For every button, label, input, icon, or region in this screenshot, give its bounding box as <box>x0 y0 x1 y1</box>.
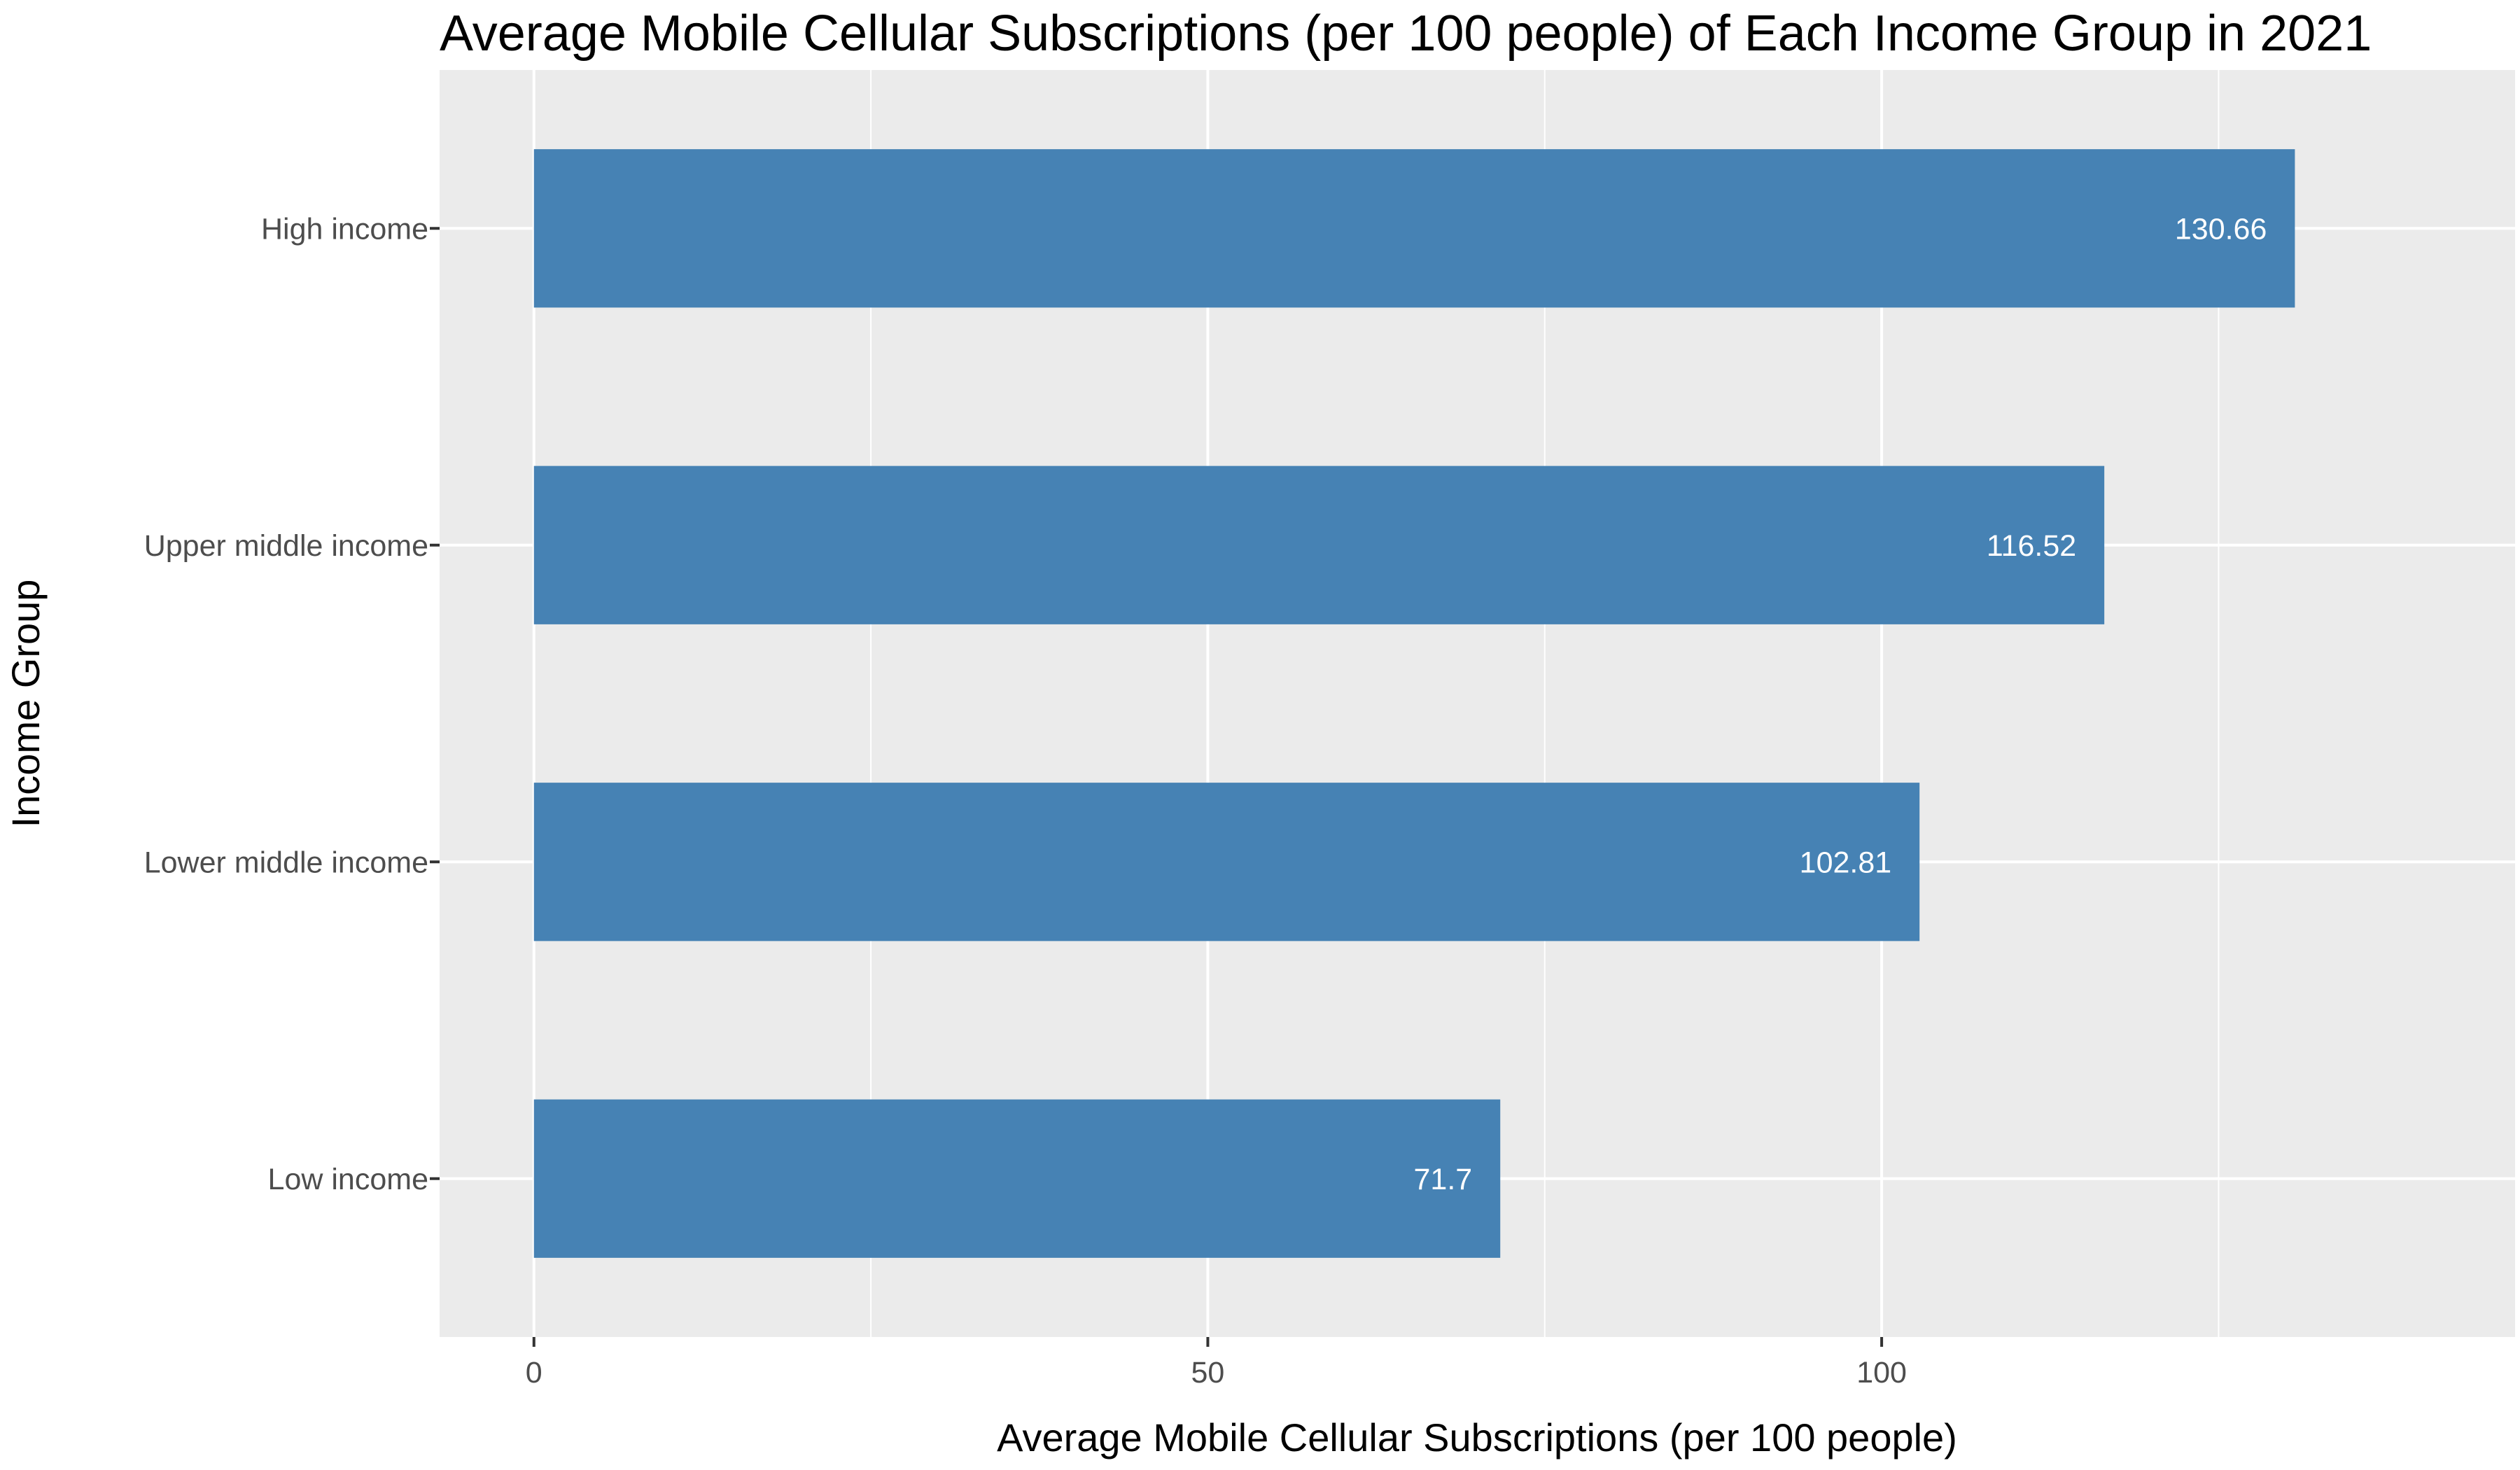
y-tick-label: High income <box>261 212 428 246</box>
bar <box>533 783 1920 941</box>
y-axis-title: Income Group <box>4 580 48 828</box>
bars: 130.66 116.52 102.81 71.7 <box>533 149 2295 1258</box>
bar <box>533 149 2295 308</box>
y-tick-label: Low income <box>268 1163 428 1196</box>
x-tick-label: 0 <box>526 1356 542 1390</box>
y-tick-label: Lower middle income <box>144 846 428 879</box>
x-axis-title: Average Mobile Cellular Subscriptions (p… <box>997 1415 1957 1460</box>
bar-value-label: 71.7 <box>1414 1163 1473 1196</box>
bar <box>533 465 2105 624</box>
bar-value-label: 102.81 <box>1800 846 1892 879</box>
axes: High income Upper middle income Lower midd… <box>144 212 1907 1390</box>
x-tick-label: 50 <box>1191 1356 1225 1390</box>
bar-value-label: 130.66 <box>2175 212 2267 246</box>
chart-title: Average Mobile Cellular Subscriptions (p… <box>440 6 2372 62</box>
x-tick-label: 100 <box>1856 1356 1907 1390</box>
y-tick-label: Upper middle income <box>144 529 428 563</box>
bar-value-label: 116.52 <box>1987 529 2076 563</box>
bar <box>533 1099 1501 1258</box>
